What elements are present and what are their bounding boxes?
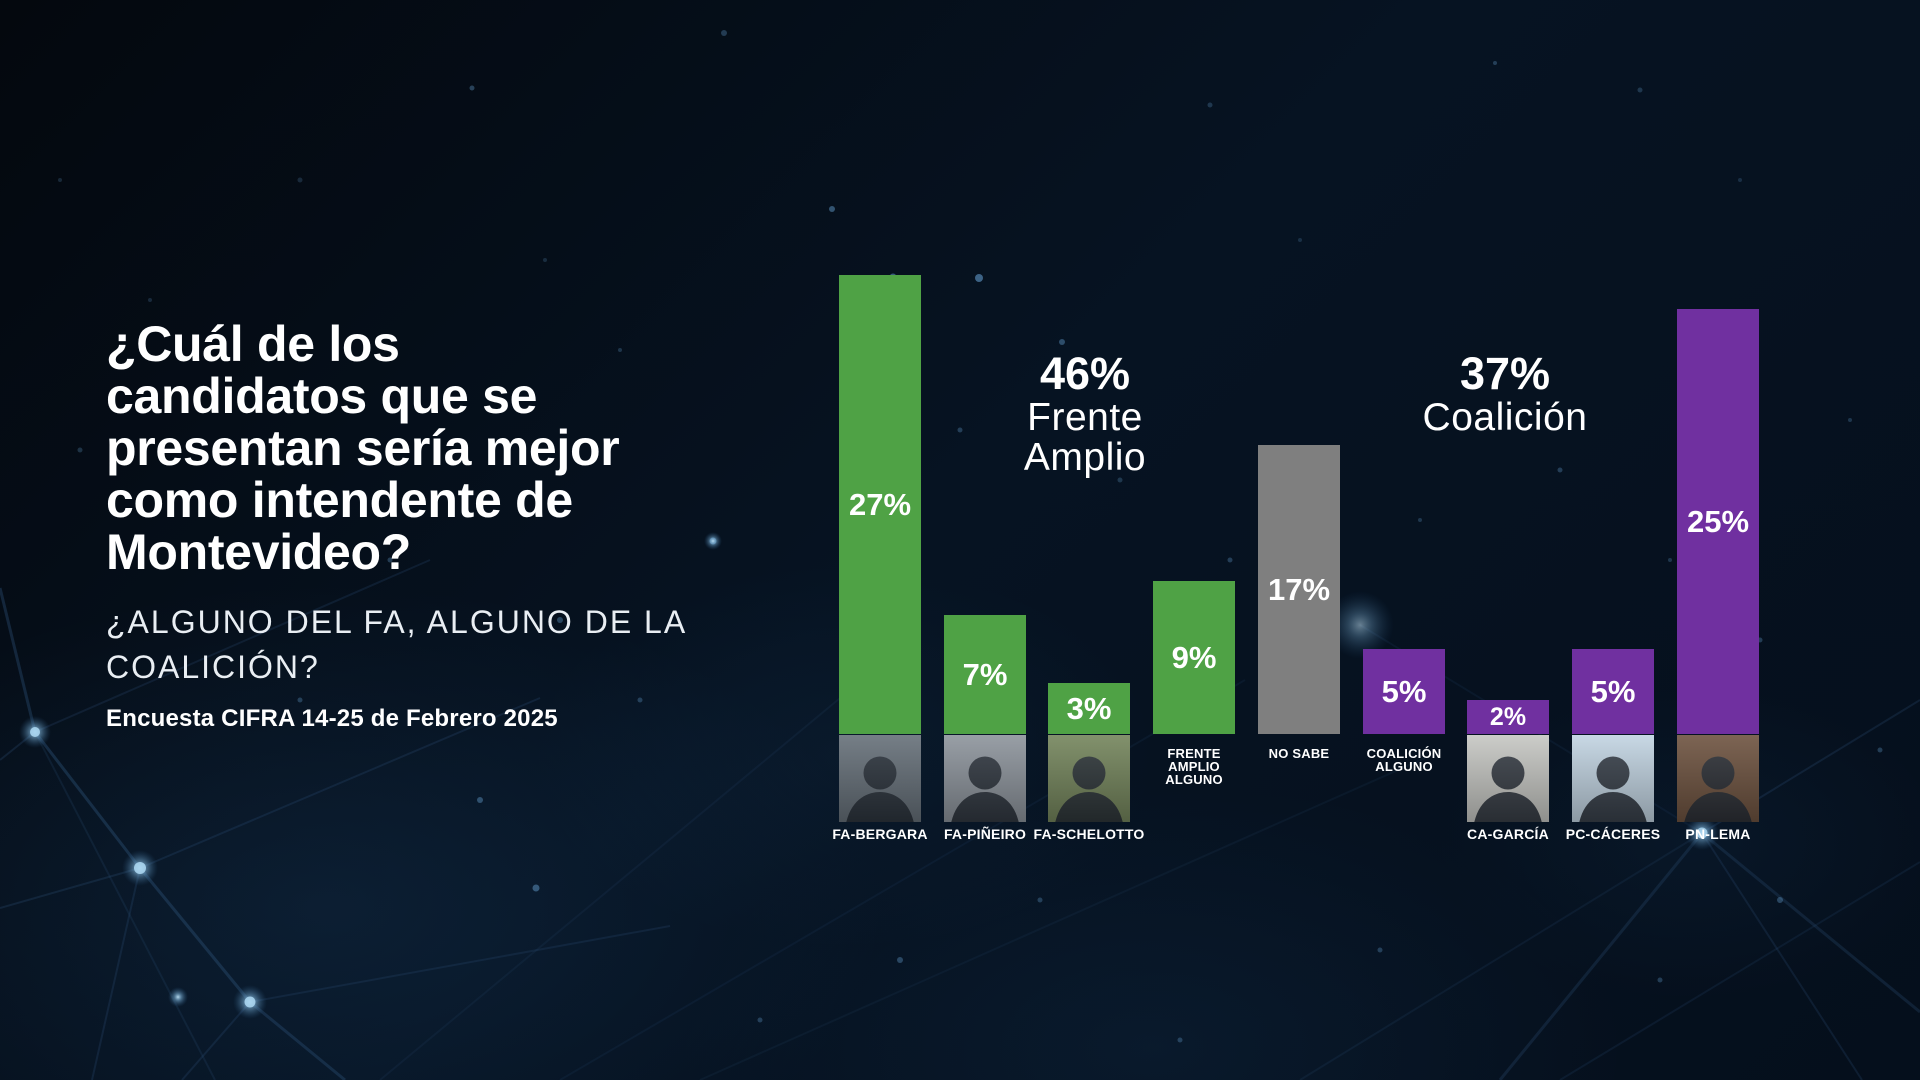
group-annotation-frente-amplio: 46% Frente Amplio [935,350,1235,478]
title-line: ¿Cuál de los [106,316,400,372]
bar-value-label: 2% [1489,702,1527,731]
group-name-line: Amplio [1023,436,1147,479]
bar-value-label: 25% [1686,503,1750,539]
candidate-name-label: FA-PIÑEIRO [943,826,1027,842]
bar: 2% [1467,700,1549,734]
question-panel: ¿Cuál de los candidatos que se presentan… [106,318,806,733]
title-line: Montevideo? [106,524,412,580]
group-name-label: Coalición [1355,398,1655,438]
bar: 7% [944,615,1026,734]
bar: 9% [1153,581,1235,734]
bar-column: 7% FA-PIÑEIRO [944,0,1026,1080]
bar-category-label: NO SABE [1268,746,1330,761]
bar-value-label: 5% [1381,673,1427,709]
candidate-name-label: PN-LEMA [1685,826,1751,842]
person-silhouette-icon [1579,756,1647,822]
person-silhouette-icon [1474,756,1542,822]
bar: 25% [1677,309,1759,734]
bar: 3% [1048,683,1130,734]
group-name-line: Coalición [1422,396,1588,439]
bar-category-label: COALICIÓN ALGUNO [1366,746,1442,774]
group-name-line: Frente [1027,396,1143,439]
bar-value-label: 9% [1171,639,1217,675]
bar: 5% [1363,649,1445,734]
bar-category-label: FRENTE AMPLIO ALGUNO [1165,746,1223,787]
bar-column: 25% PN-LEMA [1677,0,1759,1080]
person-silhouette-icon [1055,756,1123,822]
subtitle-line: COALICIÓN? [106,649,320,685]
candidate-name-label: FA-SCHELOTTO [1033,826,1145,842]
group-annotation-coalicion: 37% Coalición [1355,350,1655,438]
bar-column: 27% FA-BERGARA [832,0,927,1080]
candidate-name-label: FA-BERGARA [832,826,928,842]
candidate-photo-placeholder [1048,735,1130,822]
person-silhouette-icon [846,756,914,822]
bar-column: 3% FA-SCHELOTTO [1033,0,1144,1080]
bar: 27% [839,275,921,734]
candidate-name-label: PC-CÁCERES [1565,826,1661,842]
bar-value-label: 7% [962,656,1008,692]
person-silhouette-icon [951,756,1019,822]
group-pct-label: 37% [1459,348,1551,399]
bar-value-label: 3% [1066,690,1112,726]
candidate-photo-placeholder [1467,735,1549,822]
group-pct-label: 46% [1039,348,1131,399]
page-title: ¿Cuál de los candidatos que se presentan… [106,318,806,578]
subtitle-line: ¿ALGUNO DEL FA, ALGUNO DE LA [106,604,688,640]
title-line: candidatos que se [106,368,538,424]
group-name-label: Frente Amplio [935,398,1235,478]
bar-column: 17% NO SABE [1258,0,1340,1080]
candidate-photo-placeholder [1677,735,1759,822]
source-note: Encuesta CIFRA 14-25 de Febrero 2025 [106,705,558,732]
bar-column: 9% FRENTE AMPLIO ALGUNO [1153,0,1235,1080]
candidate-photo-placeholder [1572,735,1654,822]
bar-column: 5% PC-CÁCERES [1566,0,1660,1080]
bar-value-label: 27% [848,486,912,522]
bar: 17% [1258,445,1340,734]
candidate-name-label: CA-GARCÍA [1467,826,1549,842]
title-line: como intendente de [106,472,573,528]
subtitle: ¿ALGUNO DEL FA, ALGUNO DE LA COALICIÓN? [106,600,806,690]
bar: 5% [1572,649,1654,734]
bar-column: 2% CA-GARCÍA [1467,0,1549,1080]
candidate-photo-placeholder [839,735,921,822]
title-line: presentan sería mejor [106,420,620,476]
person-silhouette-icon [1684,756,1752,822]
candidate-photo-placeholder [944,735,1026,822]
bar-value-label: 17% [1267,571,1331,607]
bar-value-label: 5% [1590,673,1636,709]
bar-column: 5% COALICIÓN ALGUNO [1363,0,1445,1080]
